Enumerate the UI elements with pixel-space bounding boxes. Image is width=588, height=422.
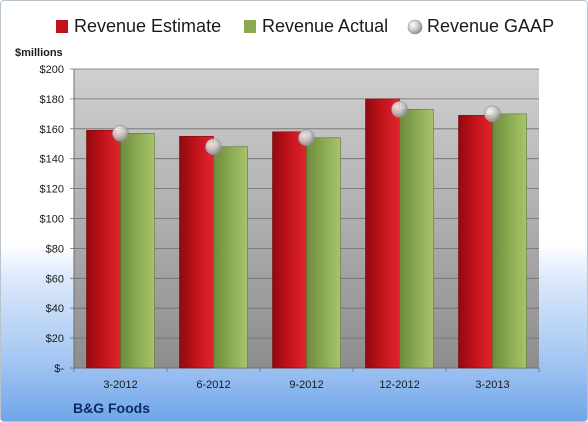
legend-label-estimate: Revenue Estimate <box>74 16 221 36</box>
gaap-marker <box>205 138 222 156</box>
y-tick-label: $80 <box>46 243 64 255</box>
actual-bar <box>120 132 155 369</box>
actual-bar <box>213 146 248 369</box>
legend-swatch-actual <box>244 20 256 33</box>
y-tick-label: $140 <box>40 154 64 166</box>
y-tick-label: $- <box>54 363 64 375</box>
legend-label-gaap: Revenue GAAP <box>427 16 554 36</box>
y-tick-label: $100 <box>40 214 64 226</box>
legend-label-actual: Revenue Actual <box>262 16 388 36</box>
gaap-marker <box>298 129 315 147</box>
actual-bar <box>399 109 434 369</box>
y-tick-label: $180 <box>40 94 64 106</box>
estimate-bar <box>86 129 121 369</box>
chart-title: B&G Foods <box>73 400 150 416</box>
estimate-bar <box>272 131 307 369</box>
gaap-marker <box>484 105 501 123</box>
actual-bar <box>306 137 341 369</box>
estimate-bar <box>179 135 214 369</box>
x-tick-label: 6-2012 <box>196 379 230 391</box>
y-tick-label: $40 <box>46 303 64 315</box>
x-tick-label: 3-2013 <box>475 379 509 391</box>
y-tick-label: $200 <box>40 64 64 76</box>
estimate-bar <box>458 115 493 369</box>
y-axis-unit-label: $millions <box>15 47 63 59</box>
y-tick-label: $60 <box>46 273 64 285</box>
x-tick-label: 9-2012 <box>289 379 323 391</box>
y-tick-label: $120 <box>40 184 64 196</box>
legend-swatch-estimate <box>56 20 68 33</box>
estimate-bar <box>365 98 400 369</box>
x-tick-label: 12-2012 <box>379 379 419 391</box>
y-tick-label: $20 <box>46 333 64 345</box>
actual-bar <box>492 113 527 369</box>
legend-swatch-gaap <box>407 19 423 35</box>
gaap-marker <box>391 101 408 118</box>
x-tick-label: 3-2012 <box>103 379 137 391</box>
y-tick-label: $160 <box>40 124 64 136</box>
legend: Revenue Estimate Revenue Actual Revenue GA… <box>56 16 554 36</box>
gaap-marker <box>112 124 129 142</box>
